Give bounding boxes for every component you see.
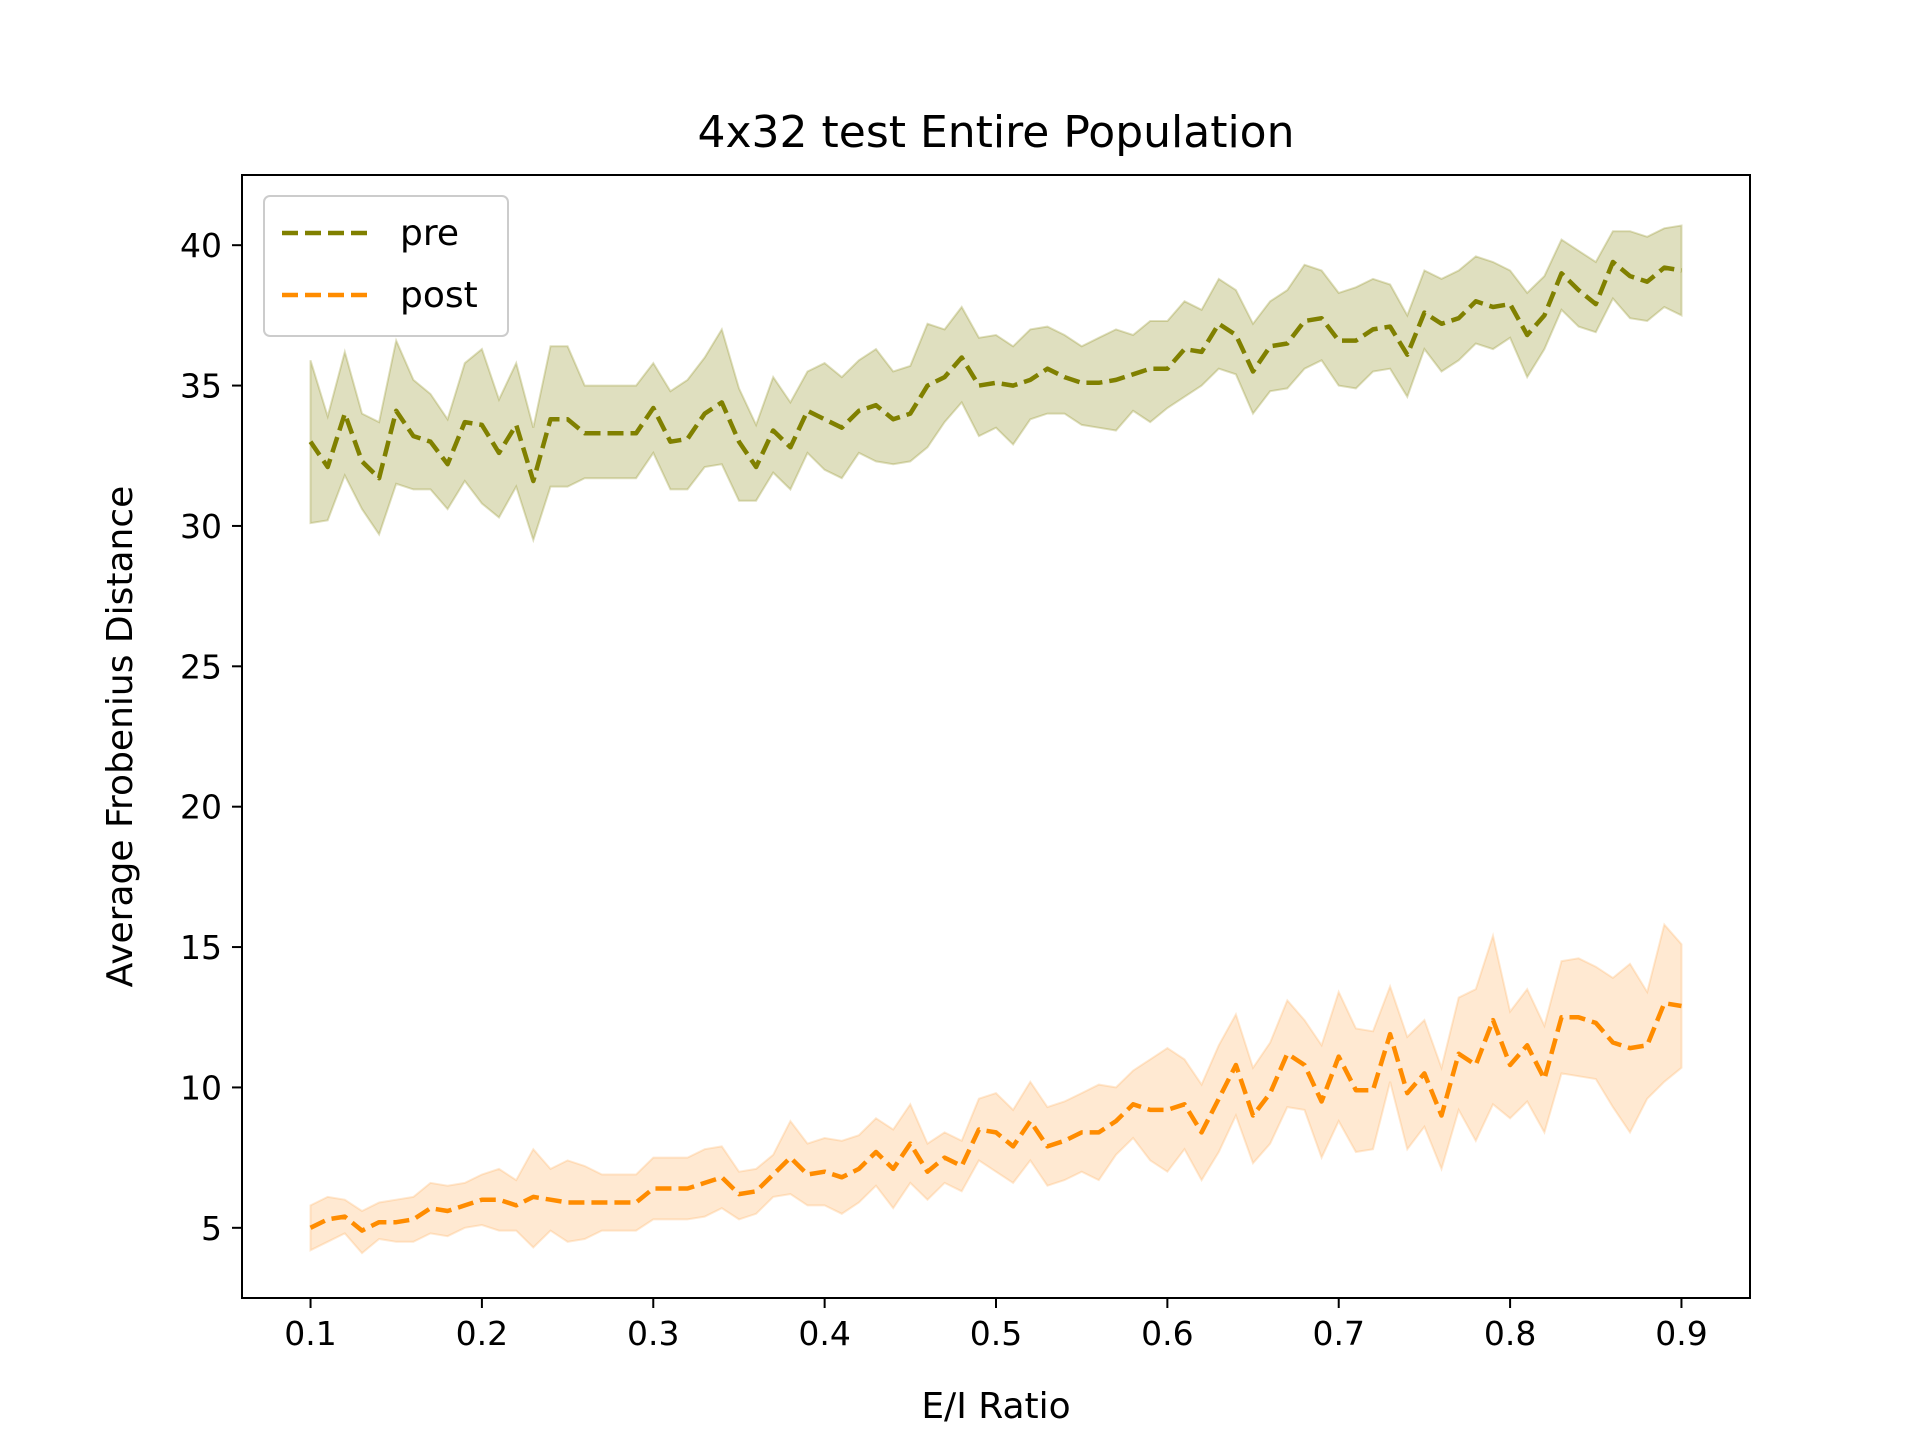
- y-tick-label: 25: [180, 647, 222, 686]
- y-tick-label: 40: [180, 226, 222, 265]
- legend-label-post: post: [400, 275, 478, 316]
- series-lines: [308, 259, 1682, 1233]
- legend-label-pre: pre: [400, 213, 459, 254]
- line-pre: [308, 259, 1682, 484]
- line-post: [309, 1000, 1682, 1233]
- legend-box: [263, 195, 509, 337]
- x-tick-label: 0.1: [284, 1314, 336, 1353]
- y-axis-ticks: 5 10 15 20 25 30 35 40: [180, 226, 242, 1248]
- y-tick-label: 10: [180, 1068, 222, 1107]
- x-axis-ticks: 0.1 0.2 0.3 0.4 0.5 0.6 0.7 0.8 0.9: [284, 1298, 1708, 1353]
- legend: pre post: [263, 195, 509, 337]
- chart-title: 4x32 test Entire Population: [697, 107, 1294, 158]
- x-tick-label: 0.2: [456, 1314, 508, 1353]
- x-tick-label: 0.8: [1484, 1314, 1536, 1353]
- y-tick-label: 5: [201, 1209, 222, 1248]
- y-tick-label: 30: [180, 507, 222, 546]
- x-tick-label: 0.5: [970, 1314, 1022, 1353]
- y-tick-label: 35: [180, 367, 222, 406]
- x-tick-label: 0.3: [627, 1314, 679, 1353]
- band-post: [309, 922, 1683, 1255]
- y-tick-label: 20: [180, 788, 222, 827]
- band-pre: [309, 224, 1683, 544]
- x-axis-label: E/I Ratio: [921, 1386, 1070, 1427]
- x-tick-label: 0.7: [1312, 1314, 1364, 1353]
- x-tick-label: 0.4: [798, 1314, 850, 1353]
- y-tick-label: 15: [180, 928, 222, 967]
- x-tick-label: 0.6: [1141, 1314, 1193, 1353]
- y-axis-label: Average Frobenius Distance: [100, 486, 141, 988]
- confidence-bands: [309, 224, 1683, 1255]
- x-tick-label: 0.9: [1655, 1314, 1707, 1353]
